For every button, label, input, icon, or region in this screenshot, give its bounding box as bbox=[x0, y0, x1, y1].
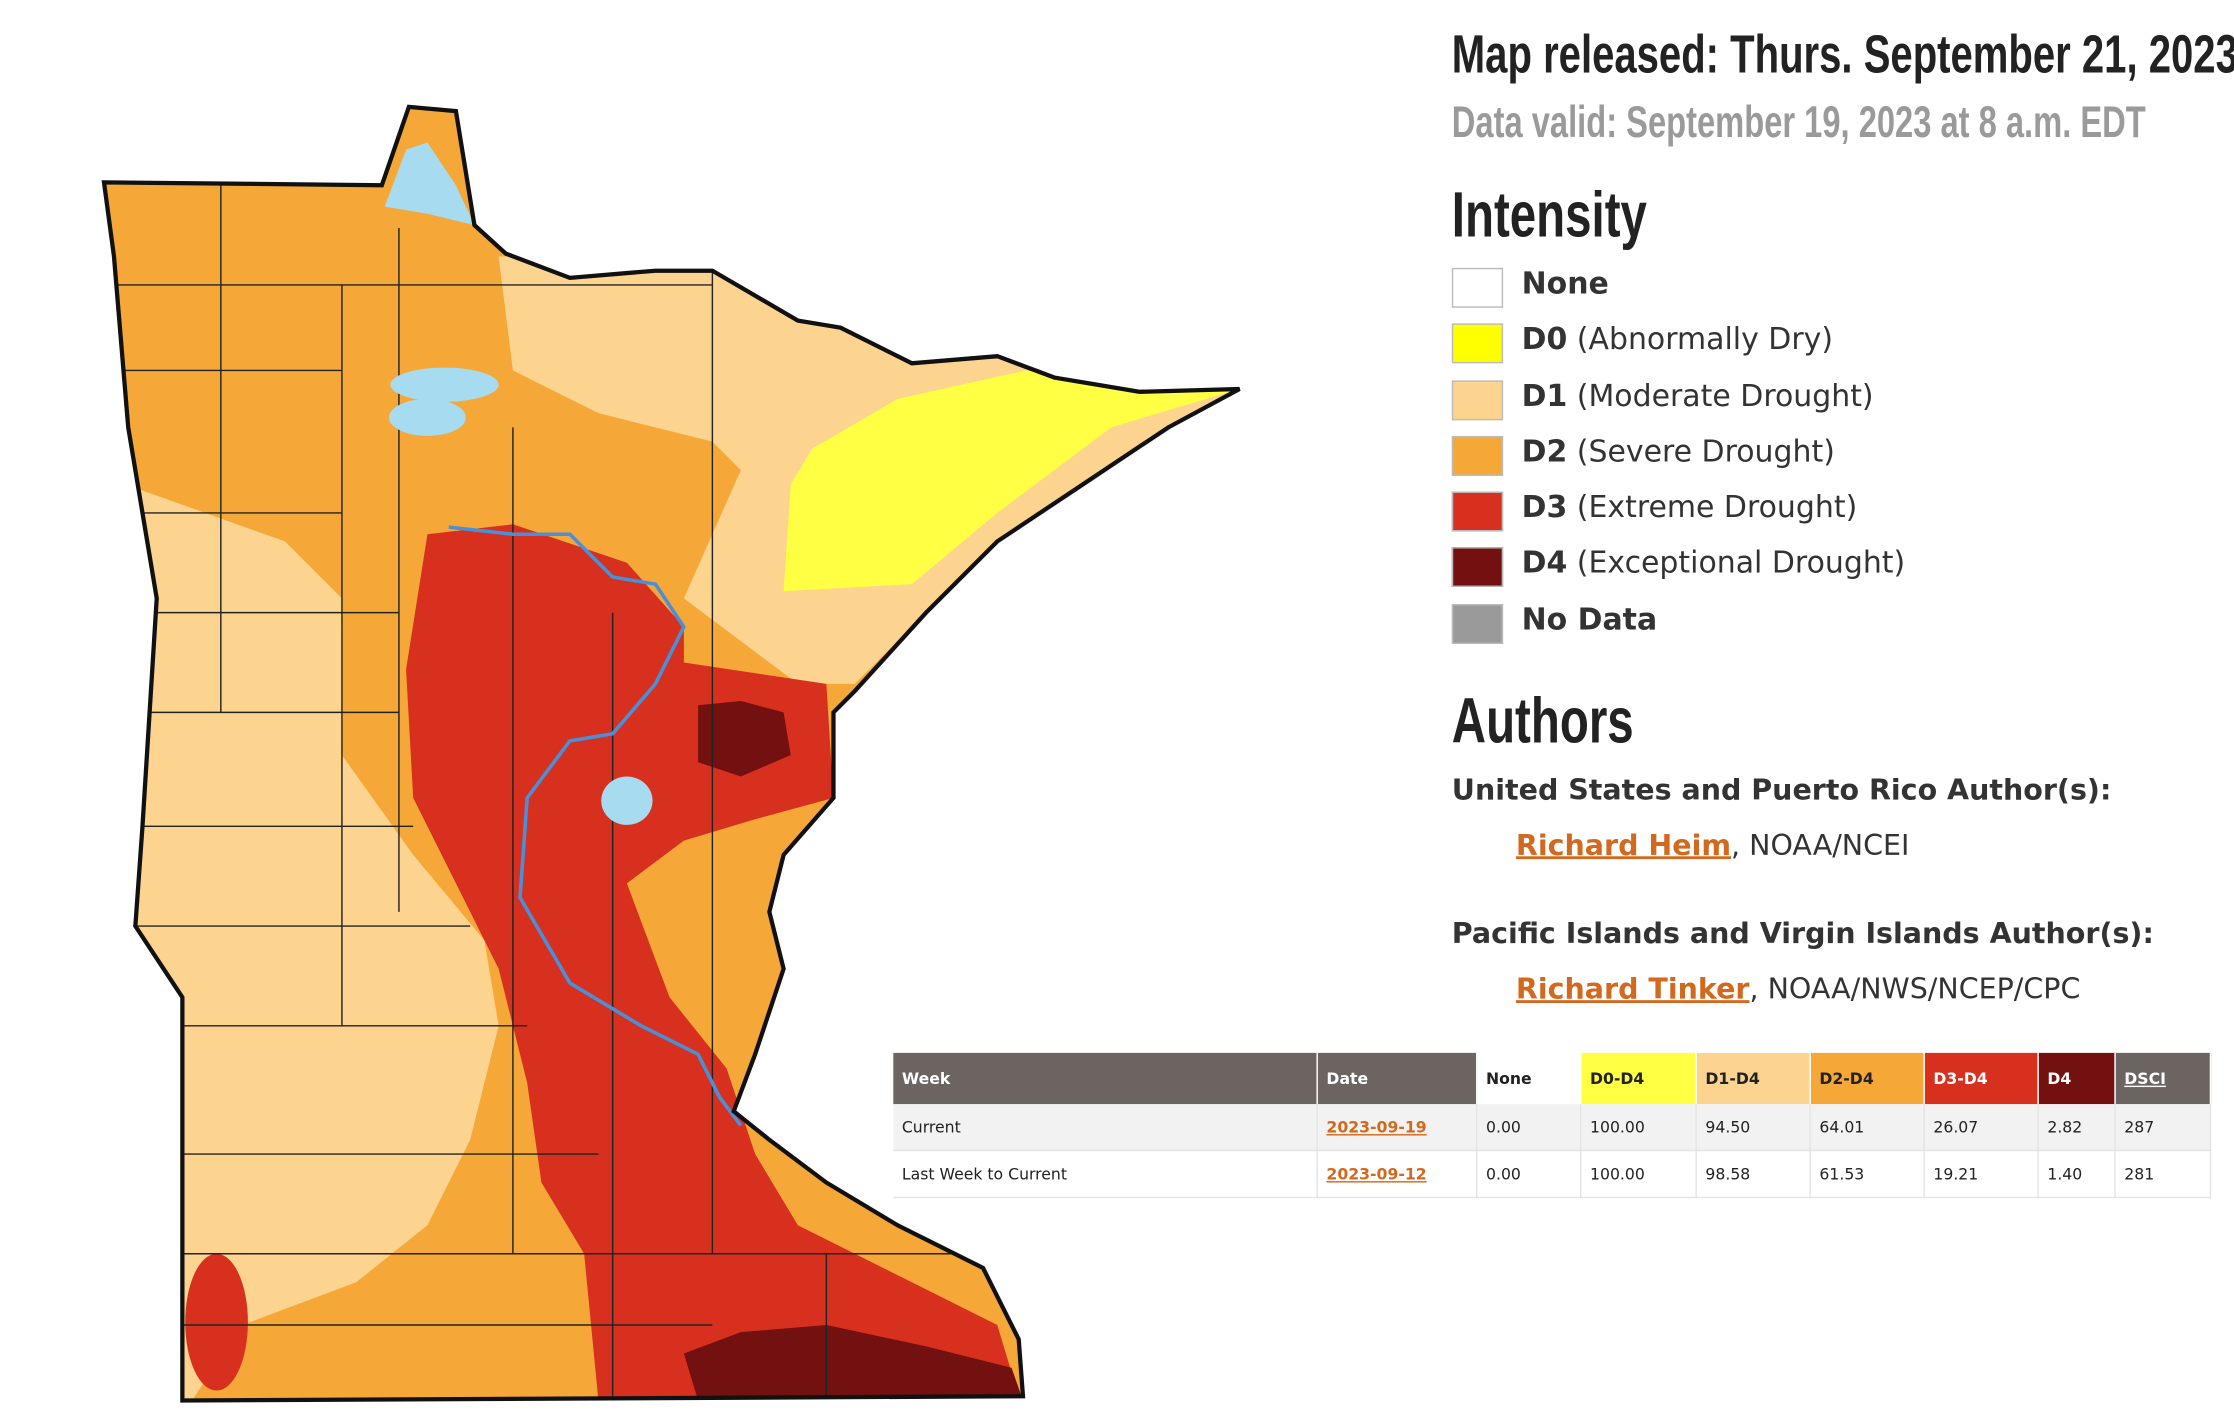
author-affiliation: , NOAA/NWS/NCEP/CPC bbox=[1749, 971, 2081, 1006]
column-header: Date bbox=[1317, 1052, 1478, 1105]
cell: 0.00 bbox=[1476, 1150, 1582, 1199]
river bbox=[448, 525, 743, 1127]
d3-region bbox=[406, 524, 1019, 1401]
legend-label: No Data bbox=[1522, 602, 1658, 636]
cell: Current bbox=[893, 1104, 1318, 1152]
legend-swatch bbox=[1451, 547, 1504, 588]
column-header: Week bbox=[893, 1052, 1318, 1105]
table-row: Current 2023-09-19 0.00 100.00 94.50 64.01 26.… bbox=[893, 1104, 2212, 1152]
legend-label: D3 (Extreme Drought) bbox=[1522, 490, 1858, 524]
legend-swatch bbox=[1451, 491, 1504, 532]
lake bbox=[390, 367, 499, 402]
column-header: D4 bbox=[2038, 1052, 2116, 1105]
column-header: DSCI bbox=[2115, 1052, 2212, 1105]
cell: 100.00 bbox=[1580, 1104, 1697, 1152]
cell: 0.00 bbox=[1476, 1104, 1582, 1152]
cell: 100.00 bbox=[1580, 1150, 1697, 1199]
date-link[interactable]: 2023-09-12 bbox=[1326, 1164, 1427, 1184]
author-link[interactable]: Richard Tinker bbox=[1515, 971, 1750, 1006]
column-header: D3-D4 bbox=[1924, 1052, 2039, 1105]
legend-code: D0 bbox=[1521, 322, 1568, 357]
stats-table: Week Date None D0-D4 D1-D4 D2-D4 D3-D4 D4 DSCI Cu… bbox=[893, 1052, 2212, 1199]
column-header: D1-D4 bbox=[1696, 1052, 1811, 1105]
cell: 2023-09-12 bbox=[1317, 1150, 1478, 1199]
author-heading: Pacific Islands and Virgin Islands Autho… bbox=[1451, 916, 2154, 951]
legend-code: D1 bbox=[1521, 378, 1568, 413]
d4-region bbox=[683, 1325, 1023, 1401]
d0-region bbox=[783, 370, 1240, 592]
legend-code: D2 bbox=[1521, 434, 1568, 469]
legend-label: D2 (Severe Drought) bbox=[1522, 434, 1835, 468]
legend-description: (Exceptional Drought) bbox=[1576, 546, 1906, 581]
legend-swatch bbox=[1451, 379, 1504, 420]
lake bbox=[388, 398, 466, 436]
legend-code: D4 bbox=[1521, 546, 1568, 581]
cell: 287 bbox=[2115, 1104, 2212, 1152]
legend-description: (Moderate Drought) bbox=[1576, 378, 1874, 413]
legend-code: None bbox=[1521, 266, 1609, 301]
author-affiliation: , NOAA/NCEI bbox=[1731, 827, 1910, 862]
column-header: D0-D4 bbox=[1580, 1052, 1697, 1105]
legend-code: No Data bbox=[1521, 602, 1658, 637]
legend-description: (Extreme Drought) bbox=[1576, 490, 1858, 525]
column-header: None bbox=[1476, 1052, 1582, 1105]
legend-swatch bbox=[1451, 603, 1504, 644]
column-header: D2-D4 bbox=[1810, 1052, 1925, 1105]
author-link[interactable]: Richard Heim bbox=[1515, 827, 1732, 862]
d1-region bbox=[104, 470, 499, 1401]
d4-region bbox=[698, 700, 791, 777]
cell: 26.07 bbox=[1924, 1104, 2039, 1152]
cell: 64.01 bbox=[1810, 1104, 1925, 1152]
author-line: Richard Heim, NOAA/NCEI bbox=[1516, 828, 1909, 862]
county-lines bbox=[113, 185, 998, 1401]
legend-swatch bbox=[1451, 267, 1504, 308]
lake bbox=[384, 142, 475, 226]
legend-label: D1 (Moderate Drought) bbox=[1522, 378, 1874, 412]
authors-title: Authors bbox=[1451, 683, 1634, 757]
legend-code: D3 bbox=[1521, 490, 1568, 525]
table-row: Last Week to Current 2023-09-12 0.00 100.00… bbox=[893, 1150, 2212, 1199]
legend-label: D4 (Exceptional Drought) bbox=[1522, 546, 1906, 580]
cell: 61.53 bbox=[1810, 1150, 1925, 1199]
cell: 2.82 bbox=[2038, 1104, 2116, 1152]
legend-description: (Abnormally Dry) bbox=[1576, 322, 1834, 357]
legend-label: None bbox=[1522, 266, 1609, 300]
drought-map bbox=[0, 0, 1282, 1424]
drought-regions bbox=[104, 106, 1240, 1401]
cell: 2023-09-19 bbox=[1317, 1104, 1478, 1152]
date-link[interactable]: 2023-09-19 bbox=[1326, 1117, 1427, 1137]
legend-swatch bbox=[1451, 323, 1504, 364]
legend-label: D0 (Abnormally Dry) bbox=[1522, 322, 1833, 356]
cell: 1.40 bbox=[2038, 1150, 2116, 1199]
released-date: Map released: Thurs. September 21, 2023 bbox=[1451, 25, 2234, 86]
lake bbox=[601, 776, 653, 825]
table-header: Week Date None D0-D4 D1-D4 D2-D4 D3-D4 D4 DSCI bbox=[893, 1052, 2212, 1105]
cell: 94.50 bbox=[1696, 1104, 1811, 1152]
cell: Last Week to Current bbox=[893, 1150, 1318, 1199]
cell: 281 bbox=[2115, 1150, 2212, 1199]
d3-region bbox=[185, 1253, 248, 1391]
author-heading: United States and Puerto Rico Author(s): bbox=[1451, 772, 2112, 807]
valid-date: Data valid: September 19, 2023 at 8 a.m.… bbox=[1451, 96, 2146, 147]
cell: 98.58 bbox=[1696, 1150, 1811, 1199]
legend-description: (Severe Drought) bbox=[1576, 434, 1835, 469]
cell: 19.21 bbox=[1924, 1150, 2039, 1199]
author-line: Richard Tinker, NOAA/NWS/NCEP/CPC bbox=[1516, 972, 2080, 1006]
legend-title: Intensity bbox=[1451, 178, 1647, 251]
legend-swatch bbox=[1451, 435, 1504, 476]
